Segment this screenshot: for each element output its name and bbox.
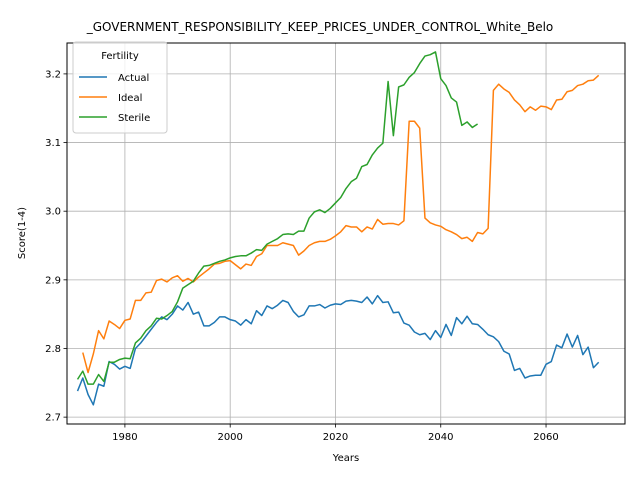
- legend-label-sterile: Sterile: [118, 113, 150, 124]
- y-tick-label: 2.7: [45, 413, 61, 424]
- legend-entries: Actual Ideal Sterile: [79, 73, 150, 124]
- x-tick-label: 2040: [428, 432, 453, 443]
- x-tick-label: 2020: [323, 432, 348, 443]
- y-tick-label: 2.8: [45, 344, 61, 355]
- series-lines: [76, 51, 600, 406]
- y-tick-label: 3.0: [45, 207, 61, 218]
- y-tick-label: 3.1: [45, 138, 61, 149]
- plot-frame: [66, 42, 626, 425]
- series-line-sterile: [76, 51, 479, 385]
- series-line-actual: [76, 294, 600, 406]
- legend-label-ideal: Ideal: [118, 93, 142, 104]
- legend-title: Fertility: [101, 51, 139, 62]
- y-axis-label: Score(1-4): [17, 207, 28, 259]
- y-tick-label: 3.2: [45, 69, 61, 80]
- x-tick-label: 2000: [217, 432, 242, 443]
- legend-label-actual: Actual: [118, 73, 149, 84]
- y-tick-label: 2.9: [45, 275, 61, 286]
- axis-ticks: 1980 2000 2020 2040 2060 2.7 2.8 2.9 3.0 3.1 3.2: [45, 69, 559, 443]
- x-tick-label: 1980: [112, 432, 137, 443]
- series-line-ideal: [82, 74, 600, 374]
- legend: Fertility Actual Ideal Sterile: [72, 41, 168, 134]
- x-tick-label: 2060: [533, 432, 558, 443]
- legend-box: [72, 41, 168, 134]
- chart-title: _GOVERNMENT_RESPONSIBILITY_KEEP_PRICES_U…: [86, 20, 554, 34]
- x-axis-label: Years: [332, 453, 359, 464]
